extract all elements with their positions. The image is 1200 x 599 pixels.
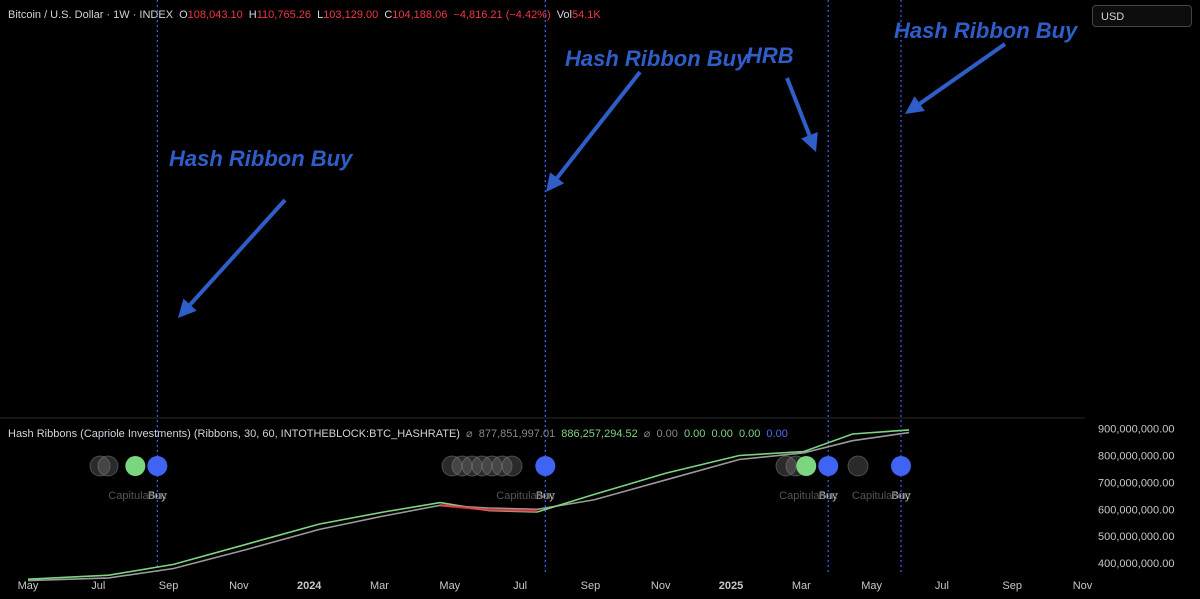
capitulation-label: Capitulation bbox=[852, 490, 910, 502]
capitulation-marker bbox=[471, 455, 493, 477]
capitulation-marker bbox=[97, 455, 119, 477]
time-axis-label: Jul bbox=[91, 580, 105, 592]
buy-label: Buy bbox=[536, 490, 555, 502]
capitulation-label: Capitulation bbox=[108, 490, 166, 502]
annotation-arrowhead bbox=[178, 298, 197, 318]
time-axis-label: 2024 bbox=[297, 580, 322, 592]
annotation-arrow bbox=[918, 42, 1007, 106]
buy-marker bbox=[890, 456, 911, 476]
time-axis-label: 2025 bbox=[719, 580, 743, 592]
annotation-arrowhead bbox=[905, 96, 925, 114]
volume-value: 54.1K bbox=[572, 9, 601, 21]
hash-ribbon-fast-line bbox=[27, 429, 910, 580]
change-value: −4,816.21 (−4.42%) bbox=[453, 9, 551, 21]
annotation-arrowhead bbox=[546, 172, 565, 192]
low-label: L bbox=[317, 9, 324, 21]
high-label: H bbox=[248, 9, 257, 21]
annotation-arrow bbox=[555, 70, 642, 180]
time-axis-label: Nov bbox=[229, 580, 249, 592]
hide-icon[interactable]: ⌀ bbox=[466, 428, 473, 440]
time-axis-label: Mar bbox=[792, 580, 811, 592]
capitulation-marker bbox=[451, 455, 473, 477]
capitulation-marker bbox=[775, 455, 797, 477]
indicator-axis-label: 400,000,000.00 bbox=[1098, 558, 1174, 570]
indicator-value-7: 0.00 bbox=[766, 428, 788, 440]
capitulation-marker bbox=[89, 455, 111, 477]
volume-label: Vol bbox=[556, 9, 572, 21]
time-axis-label: Nov bbox=[1073, 580, 1093, 592]
time-axis-label: Sep bbox=[159, 580, 179, 592]
annotation-arrowhead bbox=[801, 131, 818, 152]
indicator-value-4: 0.00 bbox=[683, 428, 706, 440]
time-axis-label: May bbox=[861, 580, 882, 592]
time-axis-label: Mar bbox=[370, 580, 389, 592]
open-label: O bbox=[179, 9, 188, 21]
hash-ribbon-slow-line bbox=[27, 431, 910, 582]
time-axis-label: Nov bbox=[651, 580, 671, 592]
settings-icon[interactable]: ⌀ bbox=[643, 428, 651, 440]
indicator-value-1: 877,851,997.01 bbox=[478, 428, 556, 440]
buy-marker bbox=[147, 456, 168, 476]
annotation-arrow bbox=[188, 198, 287, 307]
capitulation-active-marker bbox=[125, 456, 146, 476]
time-axis-label: May bbox=[439, 580, 460, 592]
buy-label: Buy bbox=[148, 490, 167, 502]
annotation-hash-ribbon-buy-1: Hash Ribbon Buy bbox=[169, 146, 353, 171]
close-label: C bbox=[384, 9, 393, 21]
indicator-value-3: 0.00 bbox=[656, 428, 678, 440]
indicator-axis-label: 800,000,000.00 bbox=[1098, 451, 1174, 463]
annotation-hrb: HRB bbox=[746, 43, 794, 68]
capitulation-marker bbox=[441, 455, 463, 477]
low-value: 103,129.00 bbox=[323, 9, 379, 21]
capitulation-marker bbox=[847, 455, 869, 477]
indicator-axis-label: 500,000,000.00 bbox=[1098, 531, 1174, 543]
indicator-title: Hash Ribbons (Capriole Investments) (Rib… bbox=[8, 428, 460, 440]
annotation-arrow bbox=[785, 77, 812, 136]
capitulation-active-marker bbox=[796, 456, 817, 476]
time-axis-label: Jul bbox=[513, 580, 527, 592]
indicator-axis-label: 700,000,000.00 bbox=[1098, 477, 1174, 489]
capitulation-band bbox=[440, 504, 538, 513]
buy-label: Buy bbox=[819, 490, 838, 502]
capitulation-marker bbox=[481, 455, 503, 477]
annotation-hash-ribbon-buy-2: Hash Ribbon Buy bbox=[565, 46, 749, 71]
buy-label: Buy bbox=[891, 490, 910, 502]
time-axis-label: May bbox=[18, 580, 39, 592]
capitulation-marker bbox=[461, 455, 483, 477]
capitulation-label: Capitulation bbox=[779, 490, 837, 502]
symbol-header: Bitcoin / U.S. Dollar · 1W · INDEX O108,… bbox=[8, 9, 604, 21]
time-axis-label: Jul bbox=[935, 580, 949, 592]
indicator-legend[interactable]: Hash Ribbons (Capriole Investments) (Rib… bbox=[8, 427, 791, 440]
time-axis-label: Sep bbox=[1002, 580, 1022, 592]
capitulation-label: Capitulation bbox=[496, 490, 554, 502]
high-value: 110,765.26 bbox=[256, 9, 311, 21]
open-value: 108,043.10 bbox=[187, 9, 243, 21]
indicator-value-5: 0.00 bbox=[711, 428, 733, 440]
buy-marker bbox=[818, 456, 839, 476]
currency-selector[interactable]: USD bbox=[1092, 5, 1192, 27]
annotation-hash-ribbon-buy-4: Hash Ribbon Buy bbox=[894, 18, 1078, 43]
indicator-axis-label: 900,000,000.00 bbox=[1098, 424, 1174, 436]
capitulation-marker bbox=[491, 455, 513, 477]
indicator-value-2: 886,257,294.52 bbox=[561, 428, 638, 440]
capitulation-marker bbox=[501, 455, 523, 477]
time-axis-label: Sep bbox=[581, 580, 601, 592]
indicator-axis-label: 600,000,000.00 bbox=[1098, 504, 1174, 516]
indicator-value-6: 0.00 bbox=[738, 428, 761, 440]
symbol-title: Bitcoin / U.S. Dollar · 1W · INDEX bbox=[8, 9, 174, 21]
buy-marker bbox=[535, 456, 556, 476]
close-value: 104,188.06 bbox=[392, 9, 448, 21]
